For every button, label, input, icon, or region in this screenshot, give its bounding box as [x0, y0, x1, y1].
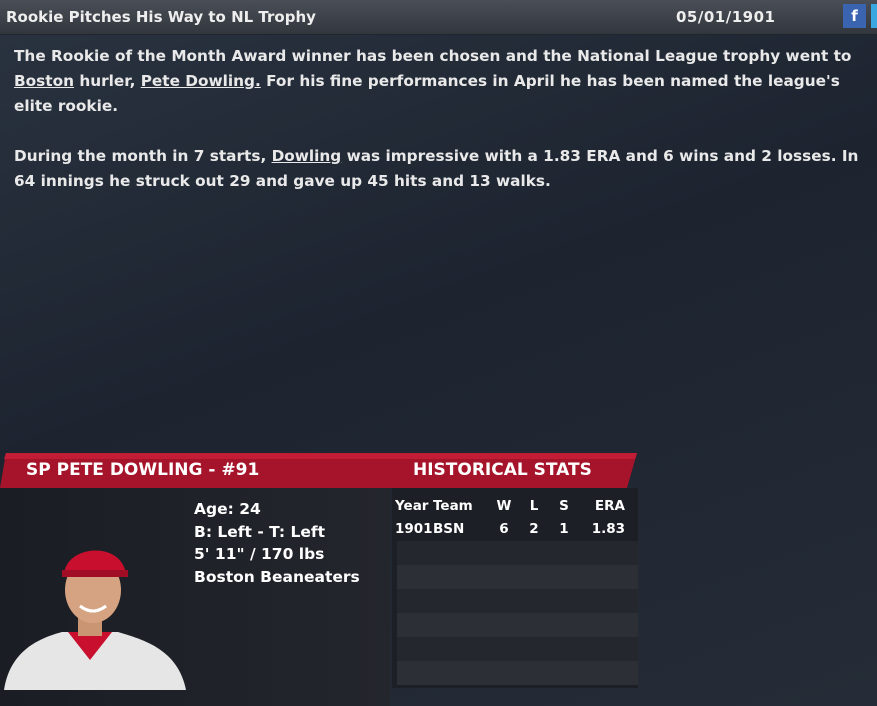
player-detail: B: Left - T: Left [194, 522, 326, 541]
article-title: Rookie Pitches His Way to NL Trophy [6, 8, 316, 26]
stats-cell: 2 [529, 520, 539, 537]
column-header: Team [433, 497, 473, 514]
table-stripe [397, 565, 638, 589]
player-details: Age: 24 B: Left - T: Left 5' 11" / 170 lbs… [194, 498, 360, 588]
text: For his fine performances in April he ha… [14, 72, 840, 115]
text: The Rookie of the Month Award winner has… [14, 47, 852, 65]
article-body: The Rookie of the Month Award winner has… [14, 44, 874, 219]
link[interactable]: Boston [14, 72, 74, 90]
text: hurler, [74, 72, 141, 90]
table-stripe [397, 541, 638, 565]
stats-cell: 1901 [395, 520, 433, 537]
player-portrait [4, 550, 186, 690]
table-stripe [397, 661, 638, 685]
paragraph: The Rookie of the Month Award winner has… [14, 44, 874, 119]
text: During the month in 7 starts, [14, 147, 272, 165]
link[interactable]: Pete Dowling. [140, 72, 261, 90]
share-button-2[interactable] [871, 4, 877, 28]
column-header: ERA [594, 497, 625, 514]
text: was impressive with a 1.83 ERA and 6 win… [14, 147, 859, 190]
link[interactable]: Dowling [271, 147, 342, 165]
paragraph: During the month in 7 starts, Dowling wa… [14, 144, 874, 194]
share-button[interactable]: f [843, 4, 866, 28]
card-banner [0, 453, 637, 488]
stats-row: 1901 BSN 6 2 1 1.83 [395, 517, 625, 540]
table-stripe [397, 613, 638, 637]
stats-cell: 6 [499, 520, 509, 537]
player-detail: Boston Beaneaters [194, 567, 360, 586]
stats-table: Year Team W L S ERA 1901 BSN 6 2 1 1.83 [395, 494, 625, 540]
column-header: S [559, 497, 569, 514]
player-detail: 5' 11" / 170 lbs [194, 545, 325, 564]
stats-cell: 1.83 [591, 520, 625, 537]
column-header: Year [395, 497, 429, 514]
header-row: Year Team W L S ERA [395, 494, 625, 517]
table-stripe [397, 637, 638, 661]
table-stripe [397, 589, 638, 613]
stats-title: HISTORICAL STATS [413, 460, 592, 480]
stats-cell: BSN [433, 520, 465, 537]
player-detail: Age: 24 [194, 500, 261, 518]
player-title: SP PETE DOWLING - #91 [26, 460, 260, 480]
column-header: L [529, 497, 539, 514]
article-date: 05/01/1901 [676, 8, 776, 26]
header-bar [0, 0, 877, 35]
stats-cell: 1 [559, 520, 569, 537]
column-header: W [496, 497, 512, 514]
